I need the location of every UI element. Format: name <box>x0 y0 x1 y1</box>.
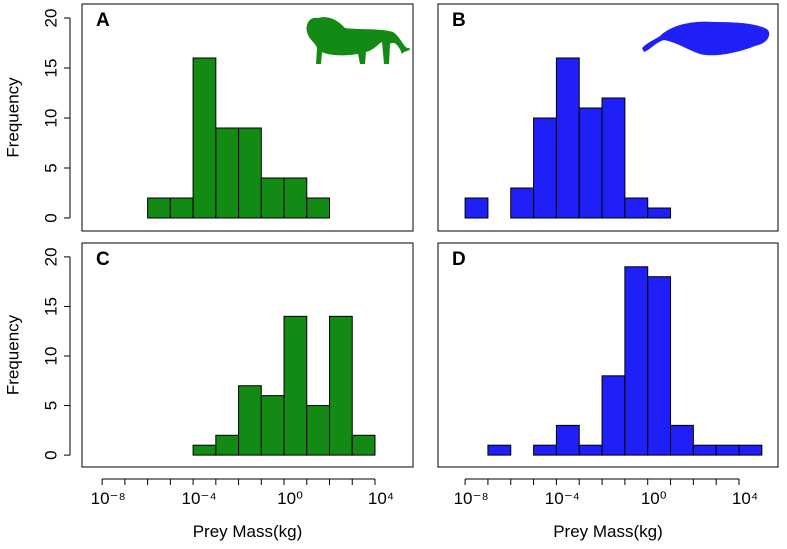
y-axis-title: Frequency <box>3 314 22 395</box>
histogram-bar <box>555 424 580 456</box>
y-tick-label: 10 <box>41 347 60 366</box>
x-tick-label: 10⁰ <box>277 489 303 508</box>
histogram-bar <box>533 444 557 456</box>
histogram-bar <box>238 385 262 456</box>
histogram-bar <box>578 107 603 219</box>
plot-frame <box>81 3 414 232</box>
histogram-bar <box>283 315 308 456</box>
histogram-bar <box>260 177 285 219</box>
y-tick-label: 0 <box>41 213 60 222</box>
panel-label: D <box>452 249 466 270</box>
y-axis-title: Frequency <box>3 77 22 158</box>
histogram-bar <box>533 117 557 219</box>
panel-label: B <box>452 10 466 31</box>
histogram-bar <box>329 315 353 456</box>
x-tick-label: 10⁻⁸ <box>454 489 489 508</box>
x-tick-label: 10⁻⁴ <box>545 489 580 508</box>
y-tick-label: 15 <box>41 297 60 316</box>
y-tick-label: 0 <box>41 450 60 459</box>
histogram-bar <box>215 434 240 456</box>
y-tick-label: 5 <box>41 163 60 172</box>
histogram-bar <box>624 266 649 456</box>
histogram-bar <box>715 444 740 456</box>
histogram-bar <box>578 444 603 456</box>
histogram-bar <box>169 197 194 219</box>
lion-icon <box>306 17 410 64</box>
histogram-bar <box>647 276 672 456</box>
plot-frame <box>437 242 779 468</box>
panel-label: A <box>96 10 110 31</box>
histogram-bar <box>647 207 672 219</box>
histogram-bar <box>738 444 763 456</box>
x-tick-label: 10⁻⁴ <box>181 489 216 508</box>
x-tick-label: 10⁴ <box>368 489 394 508</box>
whale-icon <box>642 21 770 56</box>
histogram-bar <box>624 197 649 219</box>
histogram-bar <box>306 197 331 219</box>
histogram-bar <box>215 127 240 219</box>
histogram-bar <box>260 395 285 456</box>
histogram-bar <box>306 405 331 456</box>
histogram-bar <box>147 197 171 219</box>
x-axis-title: Prey Mass(kg) <box>193 522 303 541</box>
histogram-bar <box>238 127 262 219</box>
y-tick-label: 20 <box>41 9 60 28</box>
x-axis-title: Prey Mass(kg) <box>553 522 663 541</box>
x-tick-label: 10⁰ <box>641 489 667 508</box>
plot-frame <box>437 3 779 232</box>
histogram-bar <box>601 375 626 456</box>
histogram-bar <box>510 187 535 219</box>
panel-label: C <box>96 249 110 270</box>
y-tick-label: 5 <box>41 401 60 410</box>
y-tick-label: 20 <box>41 247 60 266</box>
histogram-bar <box>192 444 217 456</box>
y-tick-label: 10 <box>41 109 60 128</box>
plot-frame <box>81 242 414 468</box>
x-tick-label: 10⁻⁸ <box>91 489 126 508</box>
x-tick-label: 10⁴ <box>732 489 758 508</box>
y-tick-label: 15 <box>41 59 60 78</box>
histogram-bar <box>283 177 308 219</box>
histogram-bar <box>464 197 489 219</box>
histogram-bar <box>670 424 694 456</box>
histogram-bar <box>555 57 580 219</box>
histogram-bar <box>351 434 376 456</box>
histogram-bar <box>601 97 626 219</box>
histogram-bar <box>487 444 512 456</box>
histogram-bar <box>192 57 217 219</box>
histogram-bar <box>692 444 717 456</box>
